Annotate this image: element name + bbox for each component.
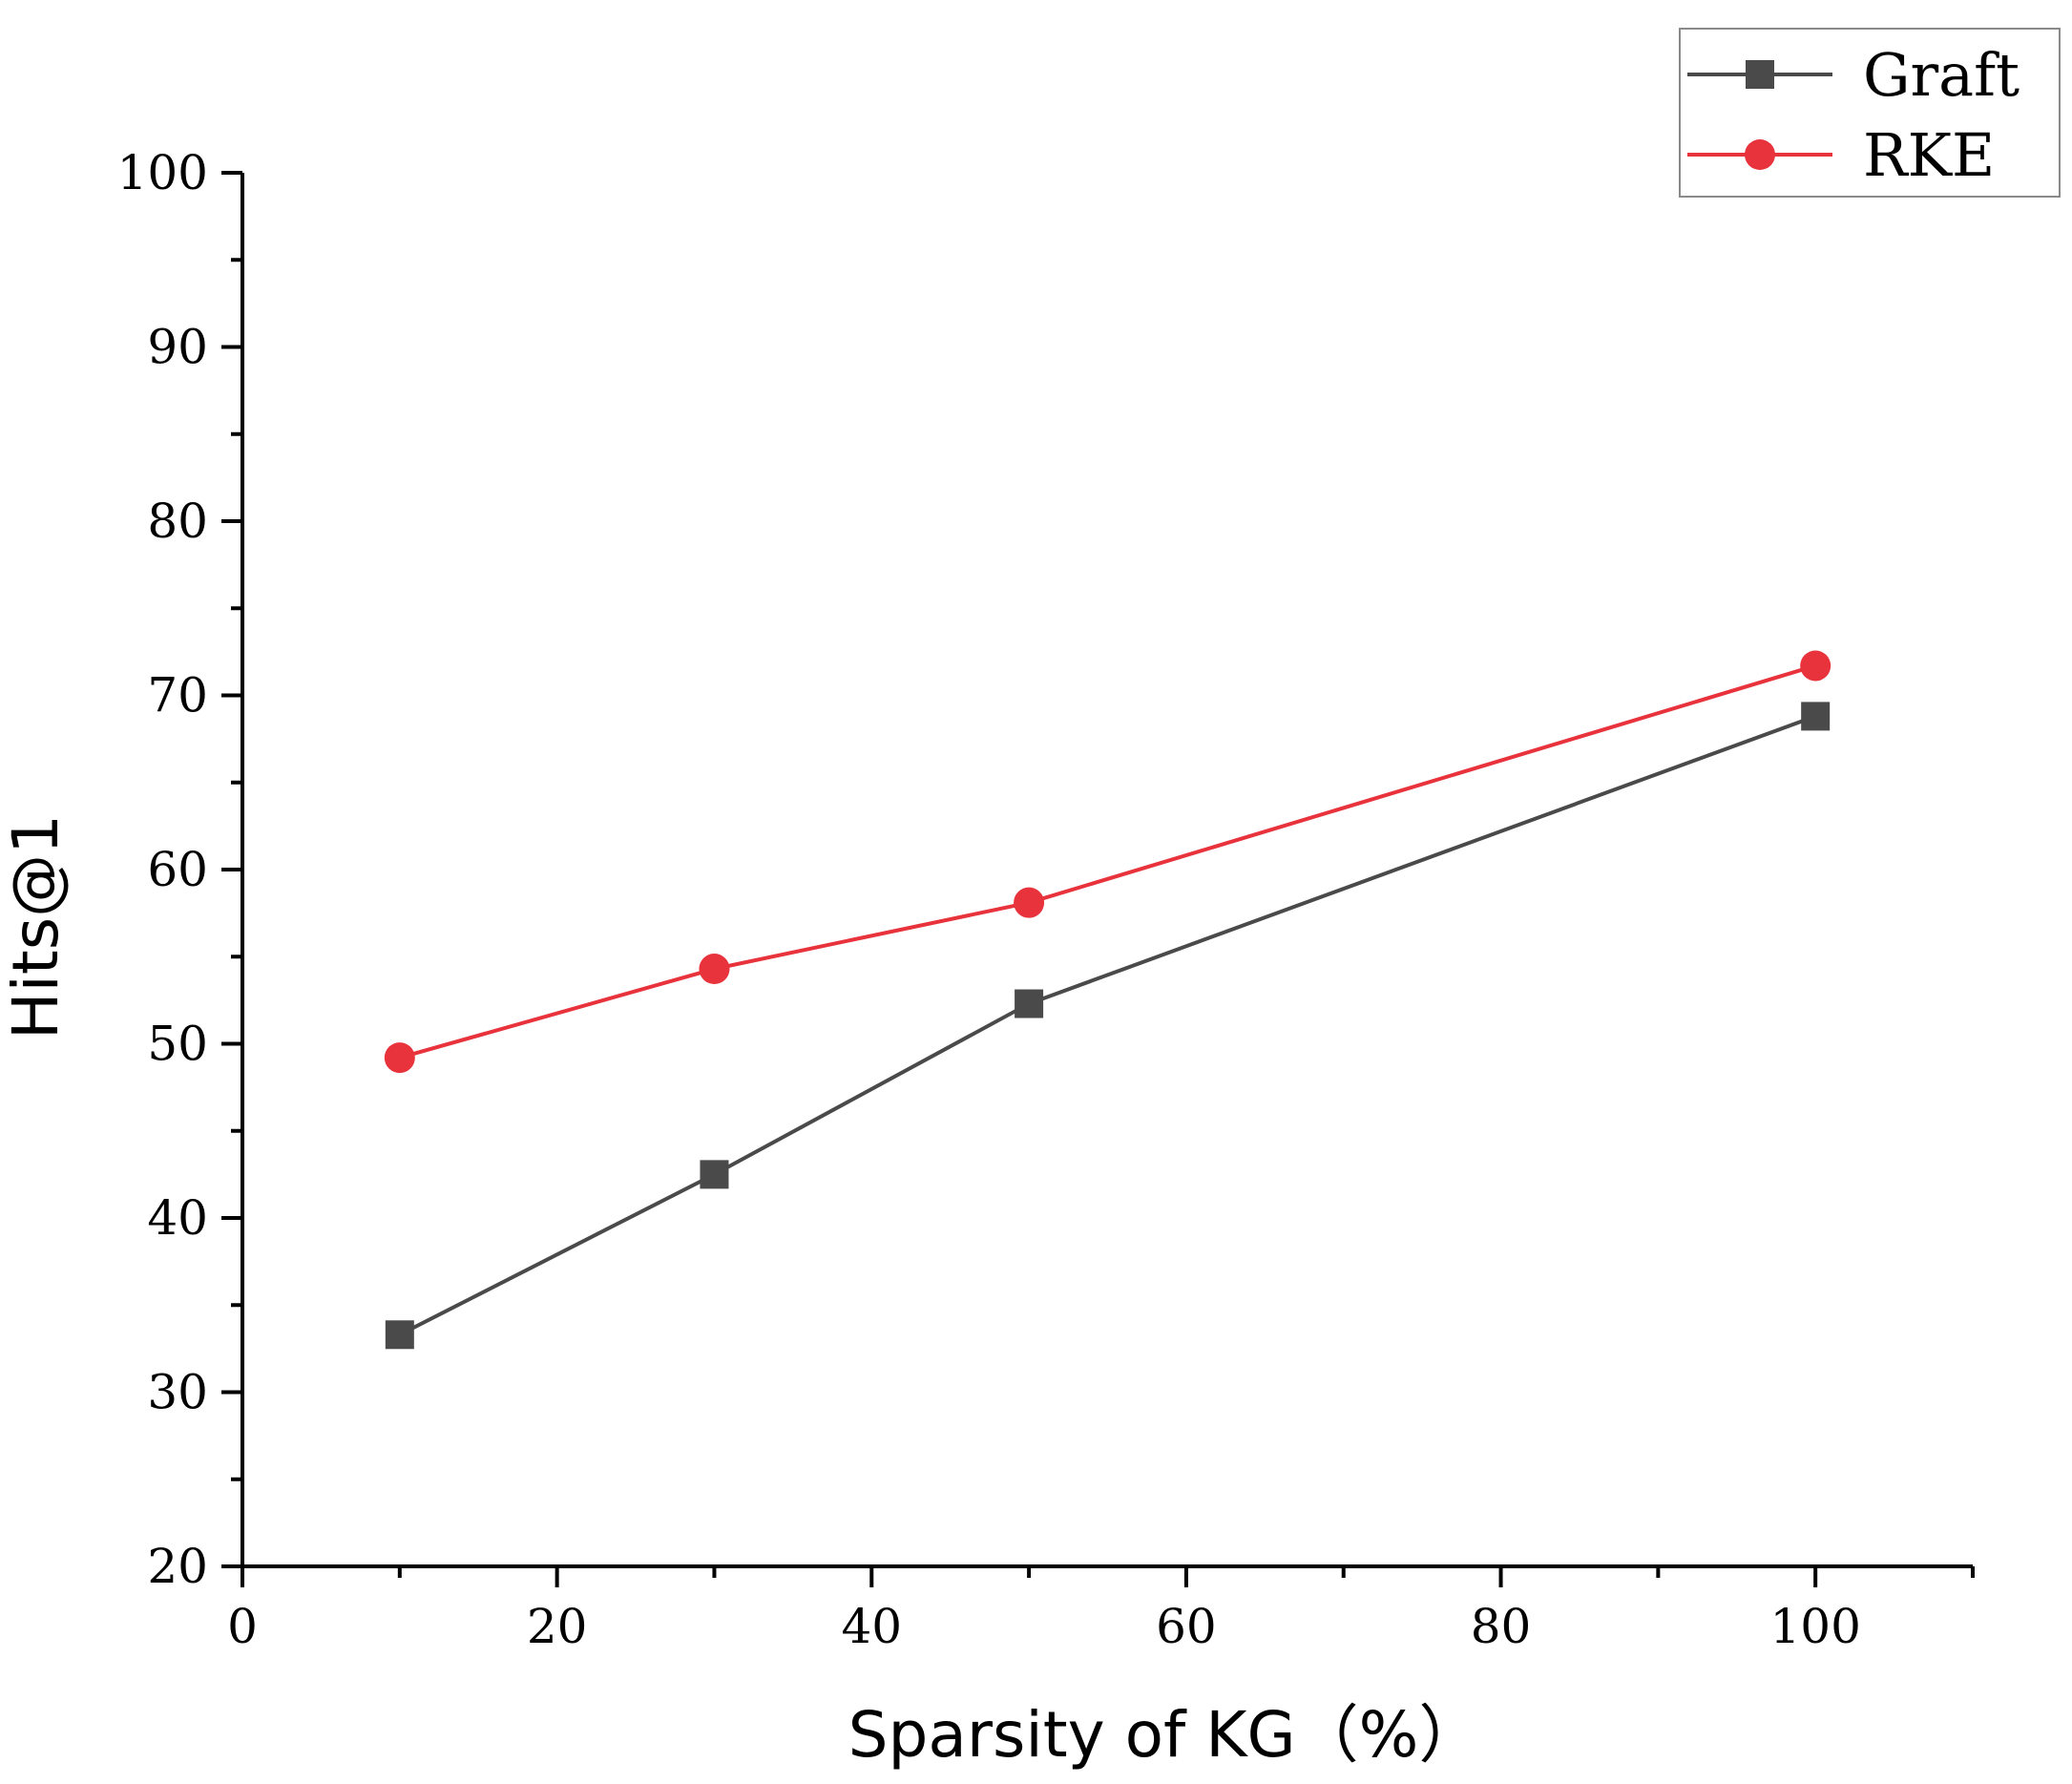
x-axis-title: Sparsity of KG（%） (848, 1698, 1482, 1772)
point-graft-50 (1015, 989, 1044, 1018)
point-rke-50 (1014, 887, 1045, 918)
x-tick-label-100: 100 (1769, 1599, 1860, 1654)
y-tick-label-60: 60 (147, 842, 208, 897)
ticks: 20 30 40 50 60 70 80 90 100 0 20 40 60 80 100 (117, 145, 1975, 1654)
axes (241, 173, 1973, 1568)
y-tick-label-30: 30 (147, 1365, 208, 1420)
series-line-rke (399, 663, 1816, 1060)
x-tick-label-20: 20 (527, 1599, 588, 1654)
legend-item-graft: Graft (1687, 40, 2020, 110)
y-tick-label-90: 90 (147, 320, 208, 375)
x-tick-label-0: 0 (227, 1599, 258, 1654)
legend-marker-graft (1746, 60, 1774, 89)
y-tick-label-70: 70 (147, 668, 208, 724)
point-graft-30 (700, 1160, 729, 1189)
y-axis-title: Hits@1 (0, 814, 73, 1039)
legend: Graft RKE (1679, 28, 2061, 198)
point-graft-100 (1801, 702, 1831, 731)
y-tick-label-80: 80 (147, 493, 208, 549)
x-tick-label-80: 80 (1471, 1599, 1532, 1654)
legend-label-rke: RKE (1863, 120, 1995, 190)
y-tick-label-100: 100 (117, 145, 208, 200)
series-line-graft (398, 714, 1816, 1337)
series (384, 650, 1831, 1350)
x-tick-label-60: 60 (1156, 1599, 1217, 1654)
x-tick-label-40: 40 (841, 1599, 902, 1654)
point-rke-10 (384, 1042, 415, 1074)
legend-marker-rke (1745, 139, 1775, 170)
legend-item-rke: RKE (1687, 120, 1995, 190)
point-rke-30 (699, 954, 730, 985)
legend-box (1679, 28, 2061, 198)
y-tick-label-20: 20 (147, 1539, 208, 1594)
point-graft-10 (385, 1320, 414, 1350)
y-tick-label-50: 50 (147, 1017, 208, 1072)
y-tick-label-40: 40 (147, 1190, 208, 1246)
point-rke-100 (1800, 650, 1831, 682)
legend-label-graft: Graft (1863, 40, 2020, 110)
